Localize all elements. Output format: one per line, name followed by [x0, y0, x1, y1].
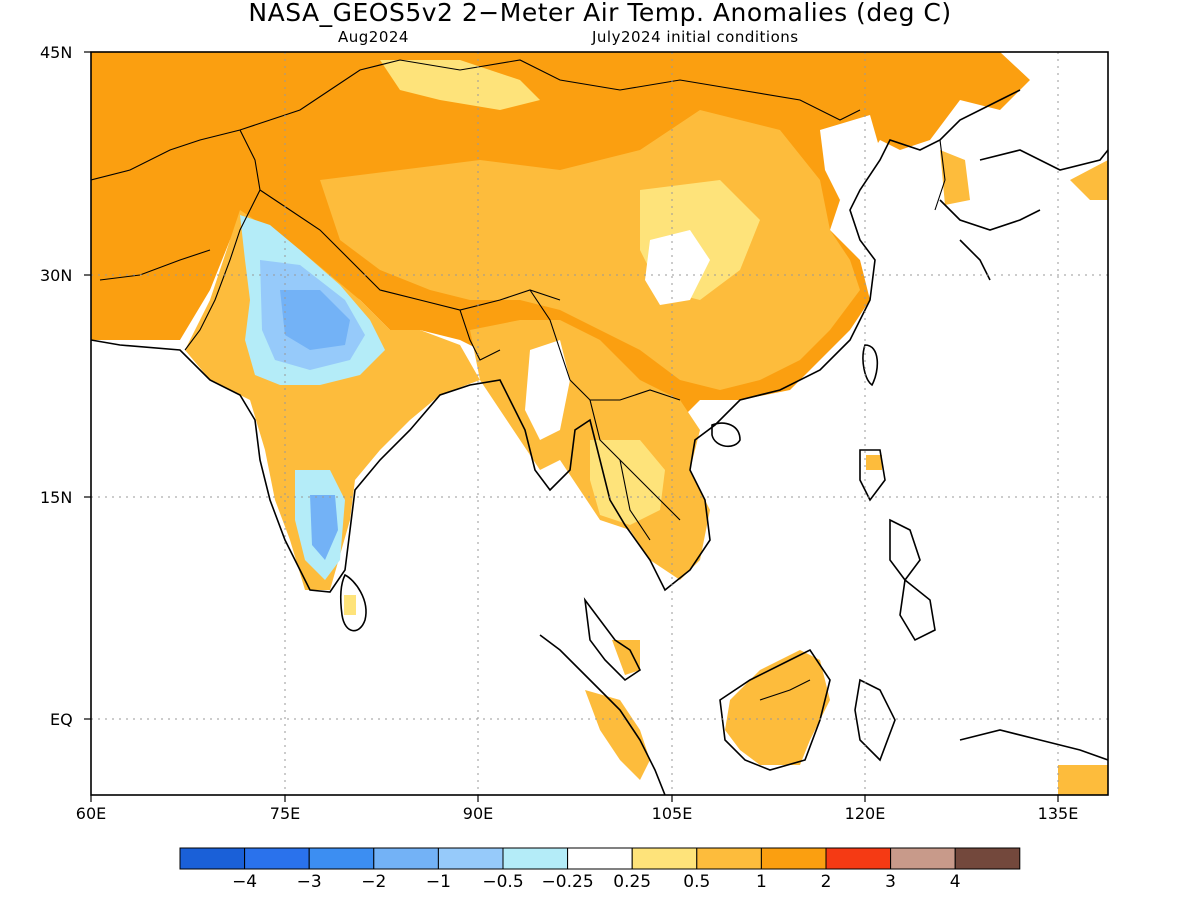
patch-korea	[940, 150, 970, 205]
colorbar-tick-label: 4	[949, 872, 961, 892]
lon-label-90e: 90E	[462, 804, 494, 823]
colorbar-tick-label: 0.5	[683, 872, 711, 892]
initial-conditions: July2024 initial conditions	[592, 28, 799, 46]
patch-northern-yellow	[380, 60, 540, 110]
colorbar-swatch	[179, 847, 246, 870]
coastlines	[91, 89, 1108, 795]
patch-new-guinea	[1058, 765, 1108, 795]
region-tibet-plateau	[320, 110, 860, 390]
colorbar-swatch	[308, 847, 375, 870]
patch-malaya	[612, 640, 640, 675]
lon-label-60e: 60E	[75, 804, 107, 823]
colorbar-swatch	[825, 847, 892, 870]
colorbar-tick-label: 1	[755, 872, 767, 892]
colorbar-swatch	[437, 847, 504, 870]
colorbar-tick-label: −0.5	[482, 872, 524, 892]
colorbar-tick-label: 0.25	[613, 872, 652, 892]
lat-label-eq: EQ	[50, 710, 73, 729]
colorbar-swatch	[696, 847, 762, 870]
colorbar-swatch	[631, 847, 698, 870]
patch-sumatra	[585, 690, 650, 780]
axis-ticks	[84, 51, 1059, 802]
map-frame	[90, 51, 1109, 796]
lon-label-135e: 135E	[1037, 804, 1079, 823]
colorbar-tick-label: −0.25	[541, 872, 594, 892]
country-borders	[91, 59, 946, 701]
colorbar-tick-label: −2	[361, 872, 387, 892]
patch-neg-1	[280, 290, 350, 350]
colorbar-tick-label: −1	[425, 872, 451, 892]
colorbar-swatch	[954, 847, 1021, 870]
colorbar-swatch	[567, 847, 633, 870]
colorbar-tick-label: −3	[296, 872, 322, 892]
colorbar-tick-label: 2	[820, 872, 832, 892]
colorbar-swatch	[760, 847, 827, 870]
colorbar-tick-label: −4	[232, 872, 258, 892]
patch-philippines	[866, 455, 882, 470]
patch-south-india-neg-1	[310, 495, 338, 560]
patch-indochina-yellow	[590, 440, 665, 525]
grid-lines	[91, 52, 1108, 795]
forecast-month: Aug2024	[338, 28, 409, 46]
colorbar	[179, 847, 1021, 870]
colorbar-swatch	[502, 847, 569, 870]
colorbar-swatch	[890, 847, 956, 870]
colorbar-swatch	[244, 847, 310, 870]
patch-sri-lanka	[344, 595, 356, 615]
colorbar-tick-label: 3	[885, 872, 897, 892]
colorbar-swatch	[373, 847, 439, 870]
lon-label-105e: 105E	[651, 804, 693, 823]
lat-label-45n: 45N	[40, 43, 73, 62]
lon-label-75e: 75E	[269, 804, 301, 823]
patch-tibet-white	[645, 230, 710, 305]
map-title: NASA_GEOS5v2 2−Meter Air Temp. Anomalies…	[248, 0, 952, 27]
patch-myanmar-white	[525, 340, 570, 440]
patch-japan	[1070, 160, 1108, 200]
lat-label-30n: 30N	[40, 266, 73, 285]
lon-label-120e: 120E	[844, 804, 886, 823]
lat-label-15n: 15N	[40, 488, 73, 507]
